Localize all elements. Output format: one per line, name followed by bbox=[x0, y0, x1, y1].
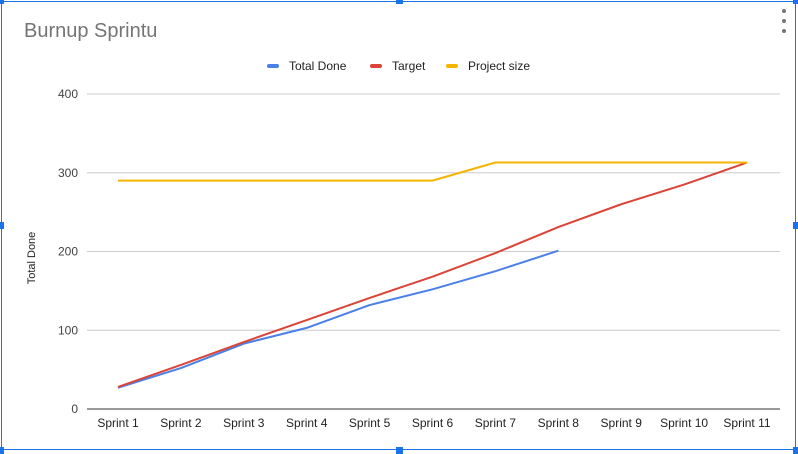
series-line-total-done bbox=[118, 251, 558, 388]
y-axis-label: Total Done bbox=[26, 232, 38, 285]
x-tick-label: Sprint 10 bbox=[660, 416, 708, 430]
y-tick-label: 300 bbox=[58, 166, 78, 180]
y-tick-label: 100 bbox=[58, 323, 78, 337]
x-tick-label: Sprint 3 bbox=[223, 416, 265, 430]
x-tick-label: Sprint 7 bbox=[475, 416, 517, 430]
legend-label-target: Target bbox=[392, 59, 426, 73]
legend-swatch-target bbox=[370, 64, 382, 68]
x-tick-label: Sprint 8 bbox=[538, 416, 580, 430]
y-axis-ticks: 0 100 200 300 400 bbox=[58, 87, 78, 416]
legend-label-total-done: Total Done bbox=[289, 59, 347, 73]
x-tick-label: Sprint 11 bbox=[723, 416, 770, 430]
x-axis-ticks: Sprint 1 Sprint 2 Sprint 3 Sprint 4 Sprint 5… bbox=[97, 416, 771, 430]
legend-swatch-project-size bbox=[446, 64, 458, 68]
x-tick-label: Sprint 9 bbox=[601, 416, 643, 430]
y-tick-label: 400 bbox=[58, 87, 78, 101]
x-tick-label: Sprint 2 bbox=[160, 416, 202, 430]
y-tick-label: 0 bbox=[71, 402, 78, 416]
series-line-project-size bbox=[118, 163, 747, 181]
x-tick-label: Sprint 4 bbox=[286, 416, 328, 430]
legend: Total Done Target Project size bbox=[267, 59, 530, 73]
series-lines bbox=[118, 162, 747, 387]
x-tick-label: Sprint 5 bbox=[349, 416, 391, 430]
legend-label-project-size: Project size bbox=[468, 59, 530, 73]
y-tick-label: 200 bbox=[58, 245, 78, 259]
series-line-target bbox=[118, 163, 747, 387]
x-tick-label: Sprint 6 bbox=[412, 416, 454, 430]
x-tick-label: Sprint 1 bbox=[97, 416, 139, 430]
legend-swatch-total-done bbox=[267, 64, 279, 68]
